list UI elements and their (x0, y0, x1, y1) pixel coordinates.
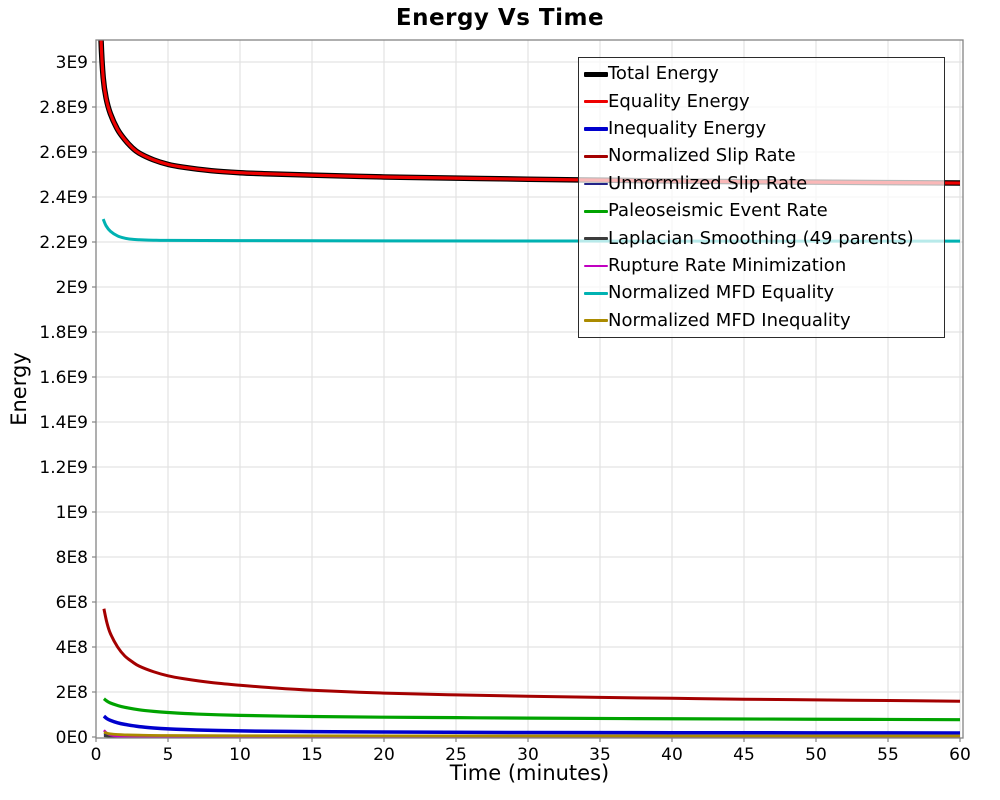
legend-label: Equality Energy (608, 90, 750, 112)
legend: Total Energy Equality Energy Inequality En… (578, 57, 945, 338)
y-tick-label: 1.2E9 (39, 458, 88, 478)
x-tick-label: 60 (949, 745, 971, 765)
y-tick-label: 1E9 (56, 503, 88, 523)
y-tick-label: 6E8 (56, 593, 88, 613)
x-tick-label: 25 (445, 745, 467, 765)
legend-item: Rupture Rate Minimization (584, 253, 942, 279)
legend-label: Paleoseismic Event Rate (608, 200, 828, 222)
x-tick-label: 5 (163, 745, 174, 765)
y-tick-label: 3E9 (56, 53, 88, 73)
chart-title: Energy Vs Time (395, 5, 605, 31)
series-line-normalized-mfd-inequality (103, 730, 961, 738)
y-tick-label: 4E8 (56, 638, 88, 658)
y-tick-label: 2.4E9 (39, 188, 88, 208)
y-tick-label: 2.8E9 (39, 98, 88, 118)
y-tick-label: 1.6E9 (39, 368, 88, 388)
legend-swatch (584, 71, 608, 78)
x-tick-label: 30 (517, 745, 539, 765)
plot-border (95, 39, 964, 739)
legend-label: Inequality Energy (608, 118, 767, 140)
legend-item: Normalized MFD Equality (584, 280, 942, 306)
legend-label: Unnormlized Slip Rate (608, 172, 808, 194)
legend-label: Normalized MFD Equality (608, 282, 835, 304)
legend-label: Total Energy (608, 63, 719, 85)
y-tick-label: 1.4E9 (39, 413, 88, 433)
legend-item: Unnormlized Slip Rate (584, 171, 942, 197)
y-tick-label: 8E8 (56, 548, 88, 568)
legend-label: Laplacian Smoothing (49 parents) (608, 227, 914, 249)
legend-item: Total Energy (584, 61, 942, 87)
y-tick-label: 0E0 (56, 728, 88, 748)
legend-swatch (584, 154, 608, 158)
series-line-inequality-energy (102, 714, 961, 735)
legend-item: Paleoseismic Event Rate (584, 198, 942, 224)
x-axis-title: Time (minutes) (449, 761, 610, 785)
legend-item: Equality Energy (584, 89, 942, 115)
legend-item: Normalized MFD Inequality (584, 308, 942, 334)
y-tick-label: 1.8E9 (39, 323, 88, 343)
legend-label: Rupture Rate Minimization (608, 254, 847, 276)
legend-label: Normalized MFD Inequality (608, 309, 851, 331)
legend-swatch (584, 209, 608, 213)
legend-item: Laplacian Smoothing (49 parents) (584, 226, 942, 252)
x-tick-label: 20 (373, 745, 395, 765)
x-tick-label: 15 (301, 745, 323, 765)
legend-swatch (584, 319, 608, 322)
x-tick-label: 0 (91, 745, 102, 765)
y-tick-label: 2E9 (56, 278, 88, 298)
legend-swatch (584, 237, 608, 240)
legend-label: Normalized Slip Rate (608, 145, 796, 167)
x-tick-label: 35 (589, 745, 611, 765)
legend-swatch (584, 100, 608, 104)
x-tick-label: 10 (229, 745, 251, 765)
x-tick-label: 50 (805, 745, 827, 765)
legend-swatch (584, 264, 608, 268)
y-axis-title: Energy (7, 352, 31, 426)
x-tick-label: 45 (733, 745, 755, 765)
y-tick-label: 2.2E9 (39, 233, 88, 253)
series-line-paleoseismic-event-rate (102, 697, 961, 722)
legend-swatch (584, 127, 608, 131)
legend-swatch (584, 291, 608, 295)
y-tick-label: 2.6E9 (39, 143, 88, 163)
legend-item: Normalized Slip Rate (584, 143, 942, 169)
axis-ticks: 0 5 10 15 20 25 30 35 40 45 50 55 60 0E0 2E8 4E8 6E8 8E8 1… (39, 53, 970, 765)
y-tick-label: 2E8 (56, 683, 88, 703)
x-tick-label: 40 (661, 745, 683, 765)
legend-swatch (584, 182, 608, 186)
series-line-normalized-slip-rate (102, 608, 961, 703)
x-tick-label: 55 (877, 745, 899, 765)
legend-item: Inequality Energy (584, 116, 942, 142)
